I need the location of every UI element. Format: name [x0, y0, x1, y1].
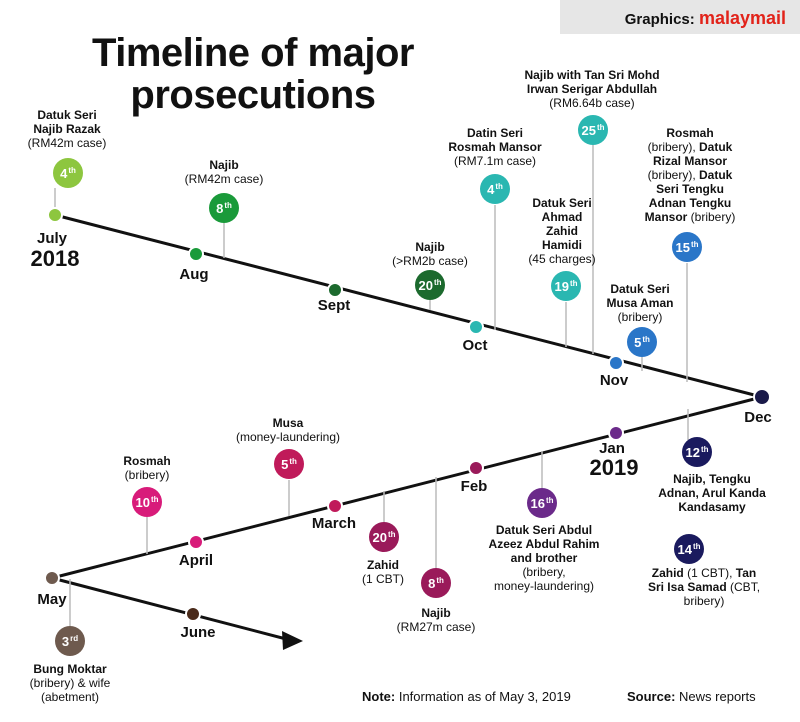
- month-label-march: March: [311, 515, 357, 532]
- note-text: Information as of May 3, 2019: [398, 689, 571, 704]
- event-label-sep20: Najib (>RM2b case): [392, 240, 468, 268]
- event-label-oct4: Datin Seri Rosmah Mansor (RM7.1m case): [448, 126, 542, 168]
- event-label-oct19: Datuk Seri Ahmad Zahid Hamidi (45 charges): [528, 196, 596, 266]
- footer-note: Note: Information as of May 3, 2019: [362, 689, 571, 704]
- event-label-feb8: Najib (RM27m case): [396, 606, 476, 634]
- event-label-jan16: Datuk Seri Abdul Azeez Abdul Rahim and bro…: [488, 523, 600, 593]
- arrow-head-icon: [282, 631, 303, 650]
- month-label-aug: Aug: [179, 266, 209, 283]
- dot-may: [44, 570, 60, 586]
- footer-source: Source: News reports: [627, 689, 756, 704]
- month-label-oct: Oct: [462, 337, 488, 354]
- dot-jan: [608, 425, 624, 441]
- year-label-2018: 2018: [30, 246, 80, 271]
- credit-label: Graphics:: [624, 11, 695, 28]
- event-label-mar5: Musa (money-laundering): [235, 416, 341, 444]
- note-label: Note:: [362, 689, 396, 704]
- dot-feb: [468, 460, 484, 476]
- month-label-sept: Sept: [317, 297, 351, 314]
- month-label-july: July: [36, 230, 68, 247]
- event-label-dec14: Zahid (1 CBT), Tan Sri Isa Samad (CBT, b…: [647, 566, 761, 608]
- event-label-nov5: Datuk Seri Musa Aman (bribery): [606, 282, 674, 324]
- month-label-may: May: [37, 591, 67, 608]
- event-label-feb20: Zahid (1 CBT): [362, 558, 404, 586]
- timeline-path: [51, 213, 763, 642]
- dot-april: [188, 534, 204, 550]
- event-label-jul4: Datuk Seri Najib Razak (RM42m case): [27, 108, 107, 150]
- dot-june: [185, 606, 201, 622]
- malaymail-logo: malaymail: [698, 8, 786, 28]
- event-label-may3: Bung Moktar (bribery) & wife (abetment): [29, 662, 111, 704]
- dot-sept: [327, 282, 343, 298]
- month-label-april: April: [178, 552, 214, 569]
- source-text: News reports: [679, 689, 756, 704]
- dot-march: [327, 498, 343, 514]
- month-label-nov: Nov: [599, 372, 629, 389]
- event-label-oct25: Najib with Tan Sri Mohd Irwan Serigar Abd…: [524, 68, 660, 110]
- dot-oct: [468, 319, 484, 335]
- event-label-apr10: Rosmah (bribery): [123, 454, 171, 482]
- title-line-1: Timeline of major: [92, 31, 414, 75]
- month-label-june: June: [180, 624, 216, 641]
- dot-nov: [608, 355, 624, 371]
- dot-july: [47, 207, 63, 223]
- connector-lines: [54, 145, 689, 626]
- dot-dec: [753, 388, 771, 406]
- event-label-dec12: Najib, Tengku Adnan, Arul Kanda Kandasamy: [658, 472, 766, 514]
- month-label-jan: Jan: [599, 440, 625, 457]
- month-label-feb: Feb: [460, 478, 488, 495]
- event-label-nov15: Rosmah (bribery), Datuk Rizal Mansor (br…: [644, 126, 736, 224]
- graphics-credit: Graphics: malaymail: [625, 8, 786, 29]
- header-bar: [560, 0, 800, 34]
- dot-aug: [188, 246, 204, 262]
- source-label: Source:: [627, 689, 676, 704]
- event-label-aug8: Najib (RM42m case): [184, 158, 264, 186]
- month-label-dec: Dec: [744, 409, 772, 426]
- title-line-2: prosecutions: [130, 73, 376, 117]
- year-label-2019: 2019: [589, 455, 639, 480]
- page-title: Timeline of major prosecutions: [92, 32, 414, 116]
